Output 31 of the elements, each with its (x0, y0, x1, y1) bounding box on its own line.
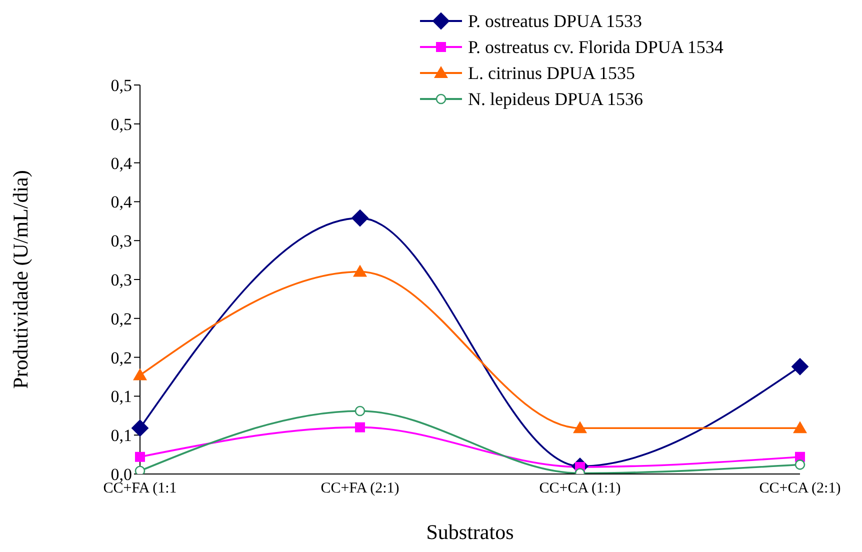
x-tick-label: CC+CA (2:1) (759, 480, 841, 497)
y-tick-label: 0,4 (110, 154, 132, 173)
x-tick-label: CC+FA (2:1) (320, 480, 400, 497)
y-tick-label: 0,1 (110, 387, 132, 406)
y-tick-label: 0,4 (110, 192, 132, 212)
y-tick-label: 0,5 (110, 76, 132, 96)
point (353, 264, 367, 277)
point (354, 406, 366, 416)
y-tick-label: 0,5 (110, 114, 132, 134)
point (133, 368, 147, 380)
legend-label: P. ostreatus DPUA 1533 (468, 10, 642, 32)
point (135, 452, 145, 462)
y-tick-label: 0,3 (110, 232, 132, 251)
legend-label: N. lepideus DPUA 1536 (468, 88, 643, 110)
legend-label: P. ostreatus cv. Florida DPUA 1534 (468, 36, 724, 58)
point (793, 421, 807, 434)
point (355, 422, 365, 432)
point (573, 421, 587, 434)
point (792, 358, 808, 376)
y-tick-label: 0,3 (110, 270, 132, 290)
x-tick-label: CC+FA (1:1 (103, 480, 177, 497)
point (132, 420, 148, 437)
y-tick-label: 0,2 (110, 309, 132, 328)
point (352, 210, 368, 227)
x-tick-label: CC+CA (1:1) (539, 480, 621, 497)
y-tick-label: 0,2 (110, 348, 132, 368)
y-tick-label: 0,1 (110, 426, 132, 446)
y-axis-title: Produtividade (U/mL/dia) (8, 170, 32, 389)
x-axis-title: Substratos (426, 520, 514, 544)
point (794, 460, 806, 470)
legend-label: L. citrinus DPUA 1535 (468, 62, 636, 84)
